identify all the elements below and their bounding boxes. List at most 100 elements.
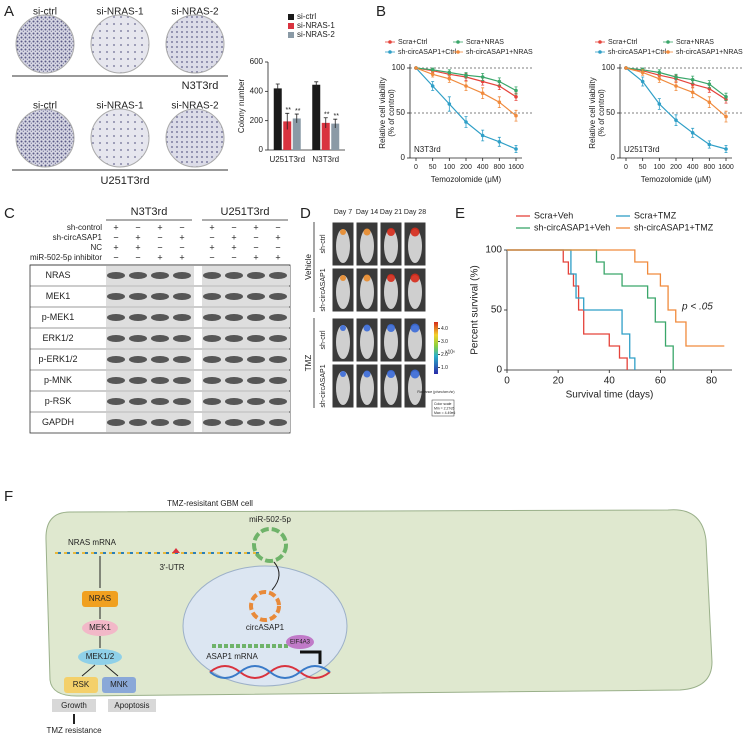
circrna bbox=[249, 590, 281, 622]
blot-band bbox=[247, 356, 265, 363]
legend-label: sh-circASAP1+NRAS bbox=[676, 49, 743, 56]
colorbar bbox=[434, 322, 438, 374]
x-tick-label: 100 bbox=[443, 164, 455, 171]
blot-band bbox=[203, 314, 221, 321]
circ-label: circASAP1 bbox=[246, 623, 285, 632]
node-label: Apoptosis bbox=[114, 701, 149, 710]
x-tick-label: 0 bbox=[504, 376, 510, 387]
blot-band bbox=[203, 293, 221, 300]
condition-label: si-ctrl bbox=[33, 7, 57, 18]
node-label: NRAS bbox=[89, 594, 111, 603]
y-axis-label: (% of control) bbox=[387, 89, 396, 137]
treatment-sign: − bbox=[113, 232, 118, 242]
blot-band bbox=[247, 272, 265, 279]
x-tick-label: 800 bbox=[493, 164, 505, 171]
blot-strip bbox=[202, 329, 290, 348]
blot-band bbox=[225, 335, 243, 342]
mouse bbox=[360, 371, 374, 405]
treatment-sign: − bbox=[135, 222, 140, 232]
blot-band bbox=[225, 314, 243, 321]
legend-swatch bbox=[288, 14, 294, 20]
error-bar bbox=[323, 117, 328, 128]
y-tick-label: 0 bbox=[611, 153, 616, 162]
blot-band bbox=[247, 419, 265, 426]
point bbox=[480, 133, 485, 138]
treatment-sign: − bbox=[157, 232, 162, 242]
treatment-sign: − bbox=[209, 232, 214, 242]
blot-strip bbox=[106, 392, 194, 411]
significance: ** bbox=[334, 113, 340, 120]
blot-band bbox=[247, 377, 265, 384]
colorbar-label: 1.0 bbox=[441, 365, 448, 371]
treatment-label: sh-control bbox=[67, 223, 102, 232]
signal bbox=[340, 229, 346, 235]
mouse bbox=[360, 275, 374, 309]
blot-band bbox=[173, 377, 191, 384]
blot-band bbox=[225, 398, 243, 405]
legend-swatch bbox=[288, 23, 294, 29]
signal bbox=[410, 323, 420, 333]
y-tick-label: 50 bbox=[491, 305, 503, 316]
blot-band bbox=[129, 293, 147, 300]
treatment-sign: + bbox=[275, 252, 280, 262]
point bbox=[514, 95, 518, 99]
legend-label: Scra+Veh bbox=[534, 210, 573, 220]
treatment-sign: + bbox=[113, 222, 118, 232]
point bbox=[514, 88, 518, 93]
panel-label: D bbox=[300, 205, 311, 222]
node-label: MNK bbox=[110, 680, 128, 689]
mouse bbox=[408, 371, 422, 405]
mek1-node bbox=[82, 620, 118, 636]
survival-curve bbox=[507, 249, 636, 370]
mirna-bind bbox=[172, 548, 180, 553]
blot-band bbox=[107, 335, 125, 342]
protein-label: p-MEK1 bbox=[42, 312, 75, 322]
day-label: Day 28 bbox=[404, 209, 426, 216]
point bbox=[447, 77, 452, 81]
inset-label: N3T3rd bbox=[414, 145, 441, 154]
y-tick-label: 0 bbox=[259, 145, 264, 154]
treatment-sign: + bbox=[157, 222, 162, 232]
blot-strip bbox=[202, 371, 290, 390]
point bbox=[674, 75, 678, 79]
x-tick-label: 400 bbox=[477, 164, 489, 171]
point bbox=[480, 75, 485, 79]
signal bbox=[363, 324, 371, 332]
asap1-label: ASAP1 mRNA bbox=[206, 652, 258, 661]
signal bbox=[340, 325, 346, 331]
blot-band bbox=[247, 293, 265, 300]
legend-label: sh-circASAP1+NRAS bbox=[466, 49, 533, 56]
legend-label: Scra+Ctrl bbox=[608, 39, 638, 46]
point bbox=[514, 113, 518, 118]
signal bbox=[363, 228, 371, 236]
point bbox=[624, 66, 628, 70]
x-tick-label: 200 bbox=[460, 164, 472, 171]
blot-band bbox=[107, 419, 125, 426]
row-label: sh-ctrl bbox=[320, 234, 327, 254]
scale-text: Min = 2.27e5 bbox=[434, 406, 454, 410]
treatment-sign: + bbox=[253, 252, 258, 262]
blot-band bbox=[269, 314, 287, 321]
mouse bbox=[360, 229, 374, 263]
error-bar bbox=[333, 118, 338, 128]
mouse bbox=[384, 229, 398, 263]
x-tick-label: 60 bbox=[655, 376, 667, 387]
scale-box bbox=[431, 399, 455, 417]
y-axis-label: Relative cell viability bbox=[588, 77, 597, 149]
treatment-sign: − bbox=[113, 252, 118, 262]
protein-label: NRAS bbox=[45, 270, 70, 280]
row-label: sh-circASAP1 bbox=[320, 364, 327, 407]
protein-label: MEK1 bbox=[46, 291, 71, 301]
blot-strip bbox=[106, 287, 194, 306]
y-tick-label: 50 bbox=[396, 108, 405, 117]
legend-label: Scra+NRAS bbox=[466, 39, 504, 46]
blot-strip bbox=[202, 413, 290, 432]
blot-band bbox=[129, 377, 147, 384]
panel-label: F bbox=[4, 488, 13, 505]
blot-strip bbox=[202, 350, 290, 369]
significance: ** bbox=[295, 108, 301, 115]
blot-band bbox=[151, 314, 169, 321]
error-bar bbox=[285, 112, 290, 130]
blot-band bbox=[107, 314, 125, 321]
blot-band bbox=[151, 398, 169, 405]
